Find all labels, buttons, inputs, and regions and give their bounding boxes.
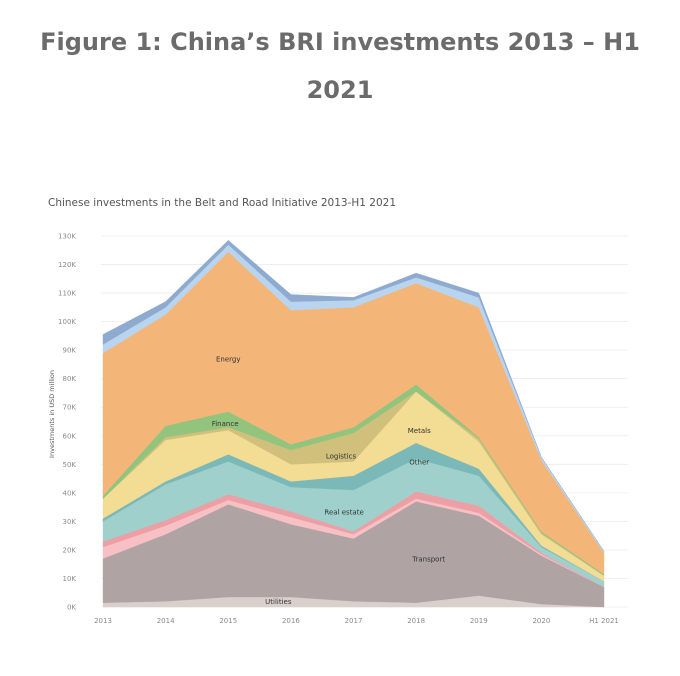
series-labels: Utilities Transport Real estate Other Metals… [212, 356, 446, 607]
series-label-energy: Energy [216, 356, 241, 364]
x-tick-label: 2013 [94, 617, 112, 625]
y-tick-label: 110K [58, 290, 76, 298]
x-tick-label: 2015 [219, 617, 237, 625]
x-tick-label: 2017 [345, 617, 363, 625]
series-label-metals: Metals [408, 427, 431, 435]
y-tick-label: 70K [63, 404, 77, 412]
y-tick-label: 80K [63, 375, 77, 383]
series-label-other: Other [409, 458, 429, 466]
area-series-group [102, 240, 605, 608]
y-tick-label: 120K [58, 261, 76, 269]
y-tick-label: 30K [63, 518, 77, 526]
y-tick-label: 130K [58, 233, 76, 241]
y-tick-label: 60K [63, 432, 77, 440]
figure-title-line-2: 2021 [306, 76, 374, 104]
x-tick-label: H1 2021 [589, 617, 619, 625]
series-label-utilities: Utilities [265, 598, 292, 606]
y-tick-label: 50K [63, 461, 77, 469]
chart-title: Chinese investments in the Belt and Road… [48, 197, 397, 209]
y-axis-ticks: 0K 10K 20K 30K 40K 50K 60K 70K 80K 90K 100K 110K 120… [58, 233, 76, 612]
series-label-real-estate: Real estate [324, 508, 363, 516]
y-tick-label: 40K [63, 489, 77, 497]
series-label-finance: Finance [212, 420, 239, 428]
area-series-12 [102, 240, 605, 552]
x-axis-ticks: 2013 2014 2015 2016 2017 2018 2019 2020 H1 2021 [94, 617, 619, 625]
x-tick-label: 2016 [282, 617, 300, 625]
figure-title-line-1: Figure 1: China’s BRI investments 2013 –… [40, 28, 640, 56]
y-tick-label: 20K [63, 546, 77, 554]
y-tick-label: 90K [63, 347, 77, 355]
series-label-logistics: Logistics [326, 453, 357, 461]
x-tick-label: 2020 [532, 617, 550, 625]
figure-title: Figure 1: China’s BRI investments 2013 –… [0, 18, 680, 114]
y-tick-label: 10K [63, 575, 77, 583]
y-tick-label: 0K [67, 604, 76, 612]
y-axis-label: Investments in USD million [48, 370, 56, 458]
x-tick-label: 2014 [157, 617, 175, 625]
series-label-transport: Transport [411, 555, 445, 563]
x-tick-label: 2019 [470, 617, 488, 625]
x-tick-label: 2018 [407, 617, 425, 625]
y-tick-label: 100K [58, 318, 76, 326]
